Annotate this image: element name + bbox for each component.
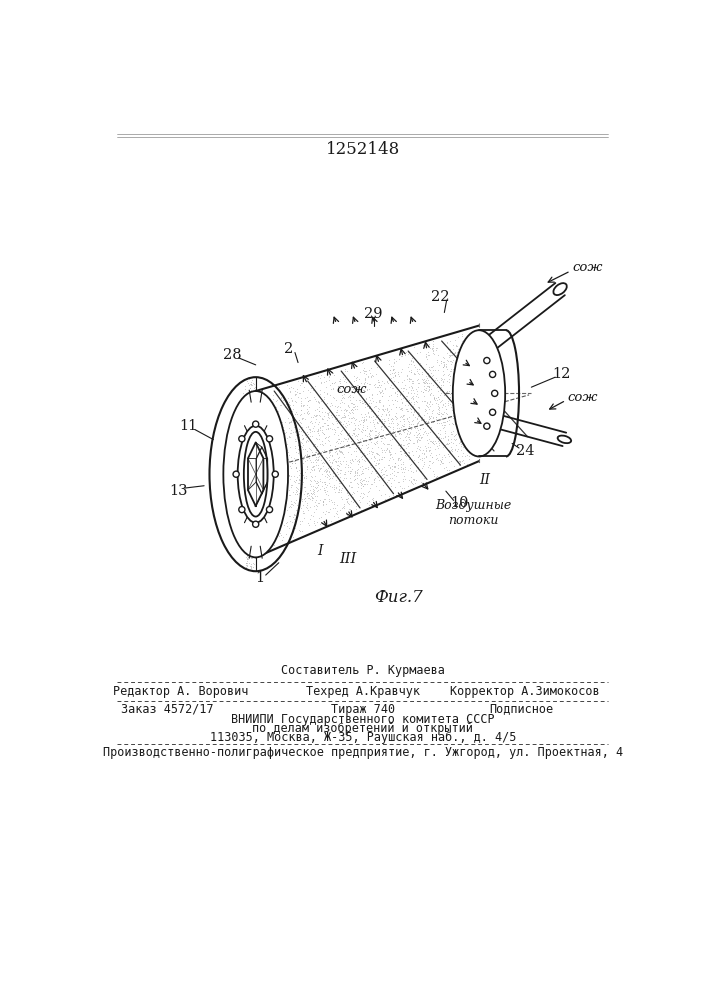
Text: Производственно-полиграфическое предприятие, г. Ужгород, ул. Проектная, 4: Производственно-полиграфическое предприя… [103,746,623,759]
Text: сож: сож [568,391,598,404]
Text: 28: 28 [223,348,242,362]
Circle shape [267,436,273,442]
Text: сож: сож [572,261,602,274]
Circle shape [484,423,490,429]
Text: по делам изобретений и открытий: по делам изобретений и открытий [252,722,473,735]
Text: Техред А.Кравчук: Техред А.Кравчук [305,685,420,698]
Text: ВНИИПИ Государственного комитета СССР: ВНИИПИ Государственного комитета СССР [231,713,494,726]
Circle shape [489,371,496,377]
Text: 29: 29 [364,307,382,321]
Text: 113035, Москва, Ж-35, Раушская наб., д. 4/5: 113035, Москва, Ж-35, Раушская наб., д. … [209,731,516,744]
Text: 2: 2 [284,342,293,356]
Ellipse shape [244,432,267,517]
Text: 12: 12 [552,367,571,381]
Text: II: II [479,473,490,487]
Text: Заказ 4572/17: Заказ 4572/17 [121,703,214,716]
Ellipse shape [223,391,288,557]
Text: Воздушные
потоки: Воздушные потоки [436,499,512,527]
Circle shape [272,471,279,477]
Text: 1: 1 [255,571,264,585]
Text: сож: сож [337,383,367,396]
Text: Корректор А.Зимокосов: Корректор А.Зимокосов [450,685,600,698]
Text: Тираж 740: Тираж 740 [331,703,395,716]
Text: 10: 10 [450,496,469,510]
Ellipse shape [554,283,567,295]
Text: Составитель Р. Курмаева: Составитель Р. Курмаева [281,664,445,677]
Circle shape [239,436,245,442]
Text: I: I [317,544,322,558]
Circle shape [484,357,490,364]
Text: 1252148: 1252148 [326,141,400,158]
Circle shape [267,507,273,513]
Circle shape [252,421,259,427]
Ellipse shape [238,426,274,523]
Circle shape [239,507,245,513]
Circle shape [252,521,259,527]
Ellipse shape [558,436,571,443]
Text: 24: 24 [516,444,534,458]
Circle shape [491,390,498,396]
Text: 13: 13 [170,484,188,498]
Text: Подписное: Подписное [489,703,554,716]
Text: 11: 11 [180,419,198,433]
Text: Редактор А. Ворович: Редактор А. Ворович [113,685,249,698]
Text: Фиг.7: Фиг.7 [374,589,423,606]
Circle shape [233,471,239,477]
Ellipse shape [452,330,506,456]
Text: 22: 22 [431,290,450,304]
Text: III: III [339,552,357,566]
Circle shape [489,409,496,415]
